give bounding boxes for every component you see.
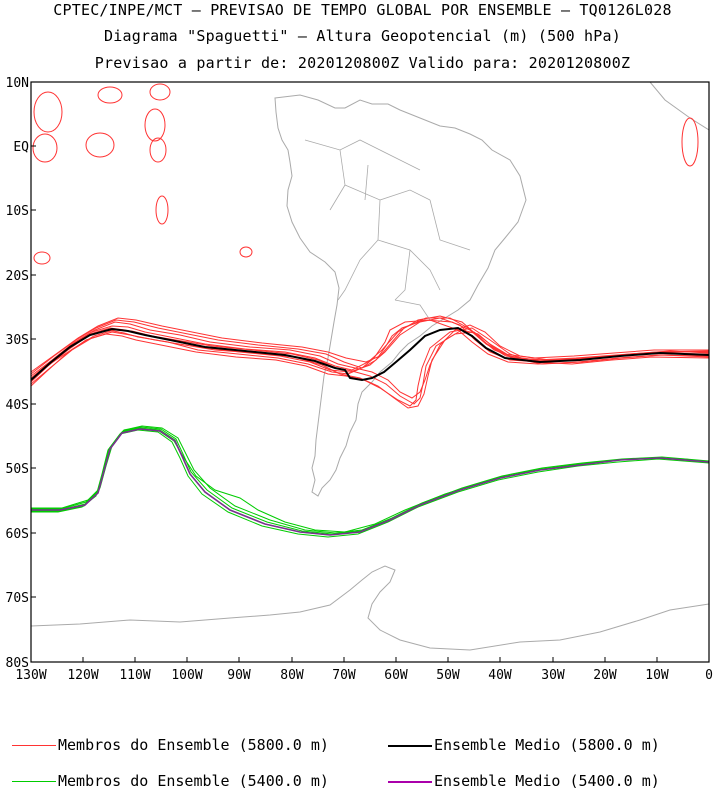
member-5800-blob: [149, 137, 167, 163]
mean-5800-line: [31, 326, 709, 382]
legend-mean-5800: Ensemble Medio (5800.0 m): [388, 736, 660, 754]
member-5400-line: [31, 428, 709, 533]
lat-label: 80S: [6, 656, 29, 671]
member-5800-blob: [681, 117, 699, 167]
mean-5400-line: [31, 428, 709, 536]
legend-swatch-purple: [388, 780, 432, 783]
legend-swatch-green: [12, 781, 56, 782]
lon-label: 110W: [119, 668, 150, 683]
member-5800-blob: [155, 195, 169, 225]
country-borders: [304, 139, 471, 321]
legend-label: Ensemble Medio (5400.0 m): [434, 772, 660, 790]
member-5800-blob: [85, 132, 115, 158]
members-5800-group: [31, 83, 709, 409]
lon-labels: 130W 120W 110W 100W 90W 80W 70W 60W 50W …: [15, 668, 713, 683]
members-5400-group: [31, 425, 709, 538]
legend-swatch-red: [12, 745, 56, 746]
lat-label: 10S: [6, 204, 29, 219]
member-5800-line: [31, 319, 709, 383]
lon-label: 60W: [384, 668, 408, 683]
legend-label: Membros do Ensemble (5400.0 m): [58, 772, 329, 790]
africa-coastline: [649, 82, 709, 131]
lon-label: 90W: [227, 668, 251, 683]
member-5400-line: [31, 429, 709, 538]
legend-label: Membros do Ensemble (5800.0 m): [58, 736, 329, 754]
member-5800-blob: [32, 133, 58, 163]
lat-label: 50S: [6, 462, 29, 477]
lon-label: 20W: [593, 668, 617, 683]
south-america-coastline: [274, 94, 527, 497]
member-5400-line: [31, 426, 709, 535]
legend-swatch-black: [388, 744, 432, 747]
legend-label: Ensemble Medio (5800.0 m): [434, 736, 660, 754]
antarctica-coastline: [31, 565, 709, 651]
lon-label: 30W: [541, 668, 565, 683]
member-5400-line: [31, 425, 709, 534]
plot-frame: [30, 81, 710, 663]
member-5800-blob: [33, 91, 63, 133]
lon-label: 100W: [171, 668, 202, 683]
lon-label: 70W: [332, 668, 356, 683]
member-5800-blob: [33, 251, 51, 265]
lon-label: 50W: [436, 668, 460, 683]
lon-label: 0: [705, 668, 713, 683]
member-5800-blob: [97, 86, 123, 104]
lon-ticks: [30, 657, 710, 662]
member-5800-line: [31, 317, 709, 381]
member-5800-blob: [149, 83, 171, 101]
legend-mean-5400: Ensemble Medio (5400.0 m): [388, 772, 660, 790]
lat-label: EQ: [13, 140, 29, 155]
lon-label: 40W: [488, 668, 512, 683]
lat-label: 20S: [6, 269, 29, 284]
lat-ticks: [31, 81, 36, 663]
title-line-1: CPTEC/INPE/MCT – PREVISAO DE TEMPO GLOBA…: [53, 1, 672, 19]
member-5800-line: [31, 317, 709, 373]
legend-members-5400: Membros do Ensemble (5400.0 m): [12, 772, 329, 790]
lon-label: 10W: [645, 668, 669, 683]
lat-label: 30S: [6, 333, 29, 348]
member-5800-blob: [239, 246, 253, 258]
lat-labels: 10N EQ 10S 20S 30S 40S 50S 60S 70S 80S: [6, 76, 30, 671]
lat-label: 70S: [6, 591, 29, 606]
lat-label: 40S: [6, 398, 29, 413]
lat-label: 60S: [6, 527, 29, 542]
member-5800-line: [31, 329, 709, 405]
lon-label: 80W: [280, 668, 304, 683]
lon-label: 130W: [15, 668, 46, 683]
map-plot-area: [31, 82, 709, 651]
lat-label: 10N: [6, 76, 29, 91]
member-5800-blob: [144, 108, 166, 142]
member-5800-line: [31, 329, 709, 409]
legend-members-5800: Membros do Ensemble (5800.0 m): [12, 736, 329, 754]
member-5800-line: [31, 321, 709, 399]
title-line-3: Previsao a partir de: 2020120800Z Valido…: [94, 54, 631, 72]
member-5800-line: [31, 327, 709, 407]
title-line-2: Diagrama "Spaguetti" – Altura Geopotenci…: [104, 27, 621, 45]
lon-label: 120W: [67, 668, 98, 683]
member-5400-line: [31, 427, 709, 536]
